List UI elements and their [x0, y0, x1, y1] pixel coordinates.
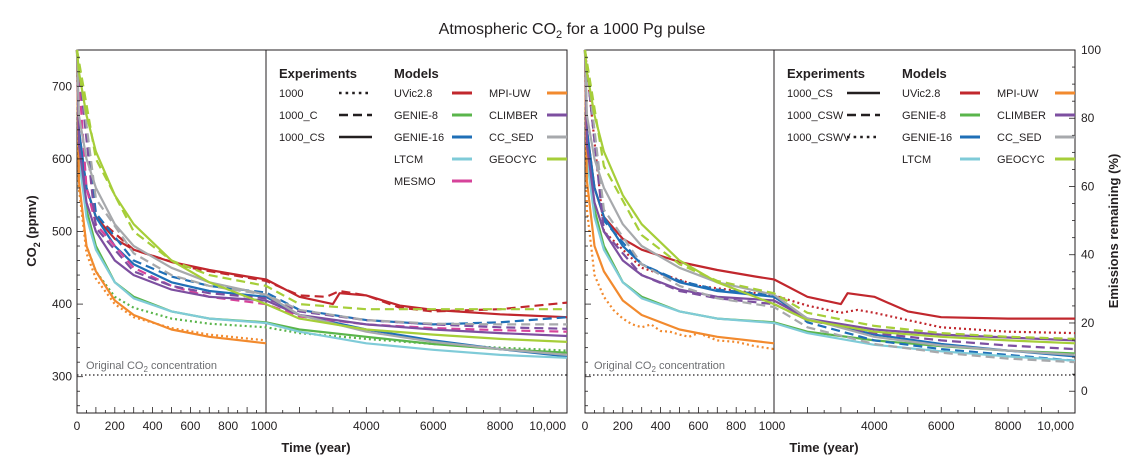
series-group-right: [583, 49, 1076, 364]
y-axis-label-right: Emissions remaining (%): [1106, 154, 1121, 309]
legend-experiment-label: 1000_C: [279, 110, 318, 122]
legend-model-label: GEOCYC: [997, 154, 1045, 166]
legend-experiments-title: Experiments: [279, 66, 357, 81]
legend-model-label: GEOCYC: [489, 154, 537, 166]
legend-model-label: MPI-UW: [997, 88, 1039, 100]
series-line-climber-solid: [583, 49, 1076, 342]
series-line-cc-sed-dashed: [75, 49, 567, 326]
legend-model-label: GENIE-16: [394, 132, 444, 144]
legend-model-label: LTCM: [394, 154, 423, 166]
x-tick-label: 4000: [861, 419, 888, 433]
legend-model-label: CLIMBER: [489, 110, 538, 122]
x-tick-label: 1000: [251, 419, 278, 433]
y-axis-label-left: CO2 (ppmv): [24, 195, 42, 266]
legend-models-title: Models: [902, 66, 947, 81]
legend-model-label: UVic2.8: [394, 88, 432, 100]
legend-model-label: MESMO: [394, 176, 436, 188]
x-tick-label: 4000: [353, 419, 380, 433]
y-tick-label-left: 300: [52, 370, 72, 384]
original-co2-label-right: Original CO2 concentration: [594, 360, 725, 374]
x-axis-label-right: Time (year): [789, 440, 858, 455]
x-tick-label: 8000: [995, 419, 1022, 433]
legend-experiment-label: 1000_CSW: [787, 110, 844, 122]
series-line-geocyc-dashed: [583, 49, 1076, 340]
series-line-mpi-uw-solid: [75, 49, 267, 345]
legend-model-label: GENIE-16: [902, 132, 952, 144]
legend-model-label: GENIE-8: [902, 110, 946, 122]
y-tick-label-left: 500: [52, 225, 72, 239]
y-tick-label-left: 400: [52, 297, 72, 311]
series-line-climber-dashed: [75, 49, 568, 330]
series-group-left: [75, 49, 568, 359]
plot-frame-left: [76, 49, 568, 414]
legend-model-label: CC_SED: [489, 132, 534, 144]
legend-models-title: Models: [394, 66, 439, 81]
x-tick-label: 600: [180, 419, 200, 433]
series-line-geocyc-dashed: [75, 49, 567, 311]
y-tick-label-right: 20: [1081, 316, 1095, 330]
x-tick-label: 8000: [487, 419, 514, 433]
legend-model-label: LTCM: [902, 154, 931, 166]
x-tick-label: 200: [613, 419, 633, 433]
series-line-mpi-uw-dotted: [75, 49, 267, 342]
x-tick-label: 200: [105, 419, 125, 433]
x-tick-label: 600: [688, 419, 708, 433]
series-line-genie-16-dashed: [75, 49, 568, 326]
series-line-ltcm-solid: [583, 49, 1076, 362]
series-line-cc-sed-solid: [75, 49, 568, 356]
ticks-right: 0 200 400 600 800 1000 4000 6000 8000 10,000 0 20 40…: [582, 43, 1102, 433]
panel-right: Original CO2 concentration 0 200 400 600 800…: [582, 43, 1102, 455]
x-tick-label: 800: [726, 419, 746, 433]
x-tick-label: 1000: [759, 419, 786, 433]
legend-model-label: UVic2.8: [902, 88, 940, 100]
legend-experiment-label: 1000_CS: [279, 132, 325, 144]
ticks-left: 0 200 400 600 800 1000 4000 6000 8000 10,000 300 40…: [52, 56, 568, 433]
legend-model-label: MPI-UW: [489, 88, 531, 100]
x-tick-label: 0: [74, 419, 81, 433]
legend-experiment-label: 1000: [279, 88, 303, 100]
legend-experiment-label: 1000_CSWV: [787, 132, 851, 144]
x-tick-label: 6000: [420, 419, 447, 433]
original-co2-label-left: Original CO2 concentration: [86, 360, 217, 374]
x-tick-label: 10,000: [1037, 419, 1074, 433]
y-tick-label-right: 80: [1081, 111, 1095, 125]
legend-right: Experiments Models 1000_CS 1000_CSW 1000_CSW…: [787, 66, 1075, 166]
panel-left: Original CO2 concentration 0 200 400 600 800…: [52, 49, 568, 455]
series-line-genie-16-solid: [583, 49, 1076, 358]
chart-title: Atmospheric CO2 for a 1000 Pg pulse: [439, 21, 706, 41]
legend-left: Experiments Models 1000 1000_C 1000_CS UVic2.…: [279, 66, 567, 188]
x-tick-label: 0: [582, 419, 589, 433]
series-line-mpi-uw-dotted: [583, 49, 775, 351]
y-tick-label-right: 40: [1081, 248, 1095, 262]
x-tick-label: 400: [651, 419, 671, 433]
x-axis-label-left: Time (year): [281, 440, 350, 455]
y-tick-label-left: 700: [52, 79, 72, 93]
legend-model-label: GENIE-8: [394, 110, 438, 122]
y-tick-label-right: 0: [1081, 384, 1088, 398]
x-tick-label: 800: [218, 419, 238, 433]
x-tick-label: 10,000: [529, 419, 566, 433]
series-line-cc-sed-dashed: [583, 49, 1076, 364]
y-tick-label-left: 600: [52, 152, 72, 166]
x-tick-label: 400: [143, 419, 163, 433]
series-line-uvic2-8-dashed: [75, 49, 568, 313]
series-line-cc-sed-solid: [583, 49, 1076, 356]
series-line-climber-solid: [75, 49, 568, 338]
legend-model-label: CC_SED: [997, 132, 1042, 144]
legend-experiment-label: 1000_CS: [787, 88, 833, 100]
y-tick-label-right: 60: [1081, 179, 1095, 193]
legend-model-label: CLIMBER: [997, 110, 1046, 122]
legend-experiments-title: Experiments: [787, 66, 865, 81]
series-line-geocyc-solid: [75, 49, 568, 343]
y-tick-label-right: 100: [1081, 43, 1101, 57]
series-line-ltcm-solid: [75, 49, 568, 359]
x-tick-label: 6000: [928, 419, 955, 433]
